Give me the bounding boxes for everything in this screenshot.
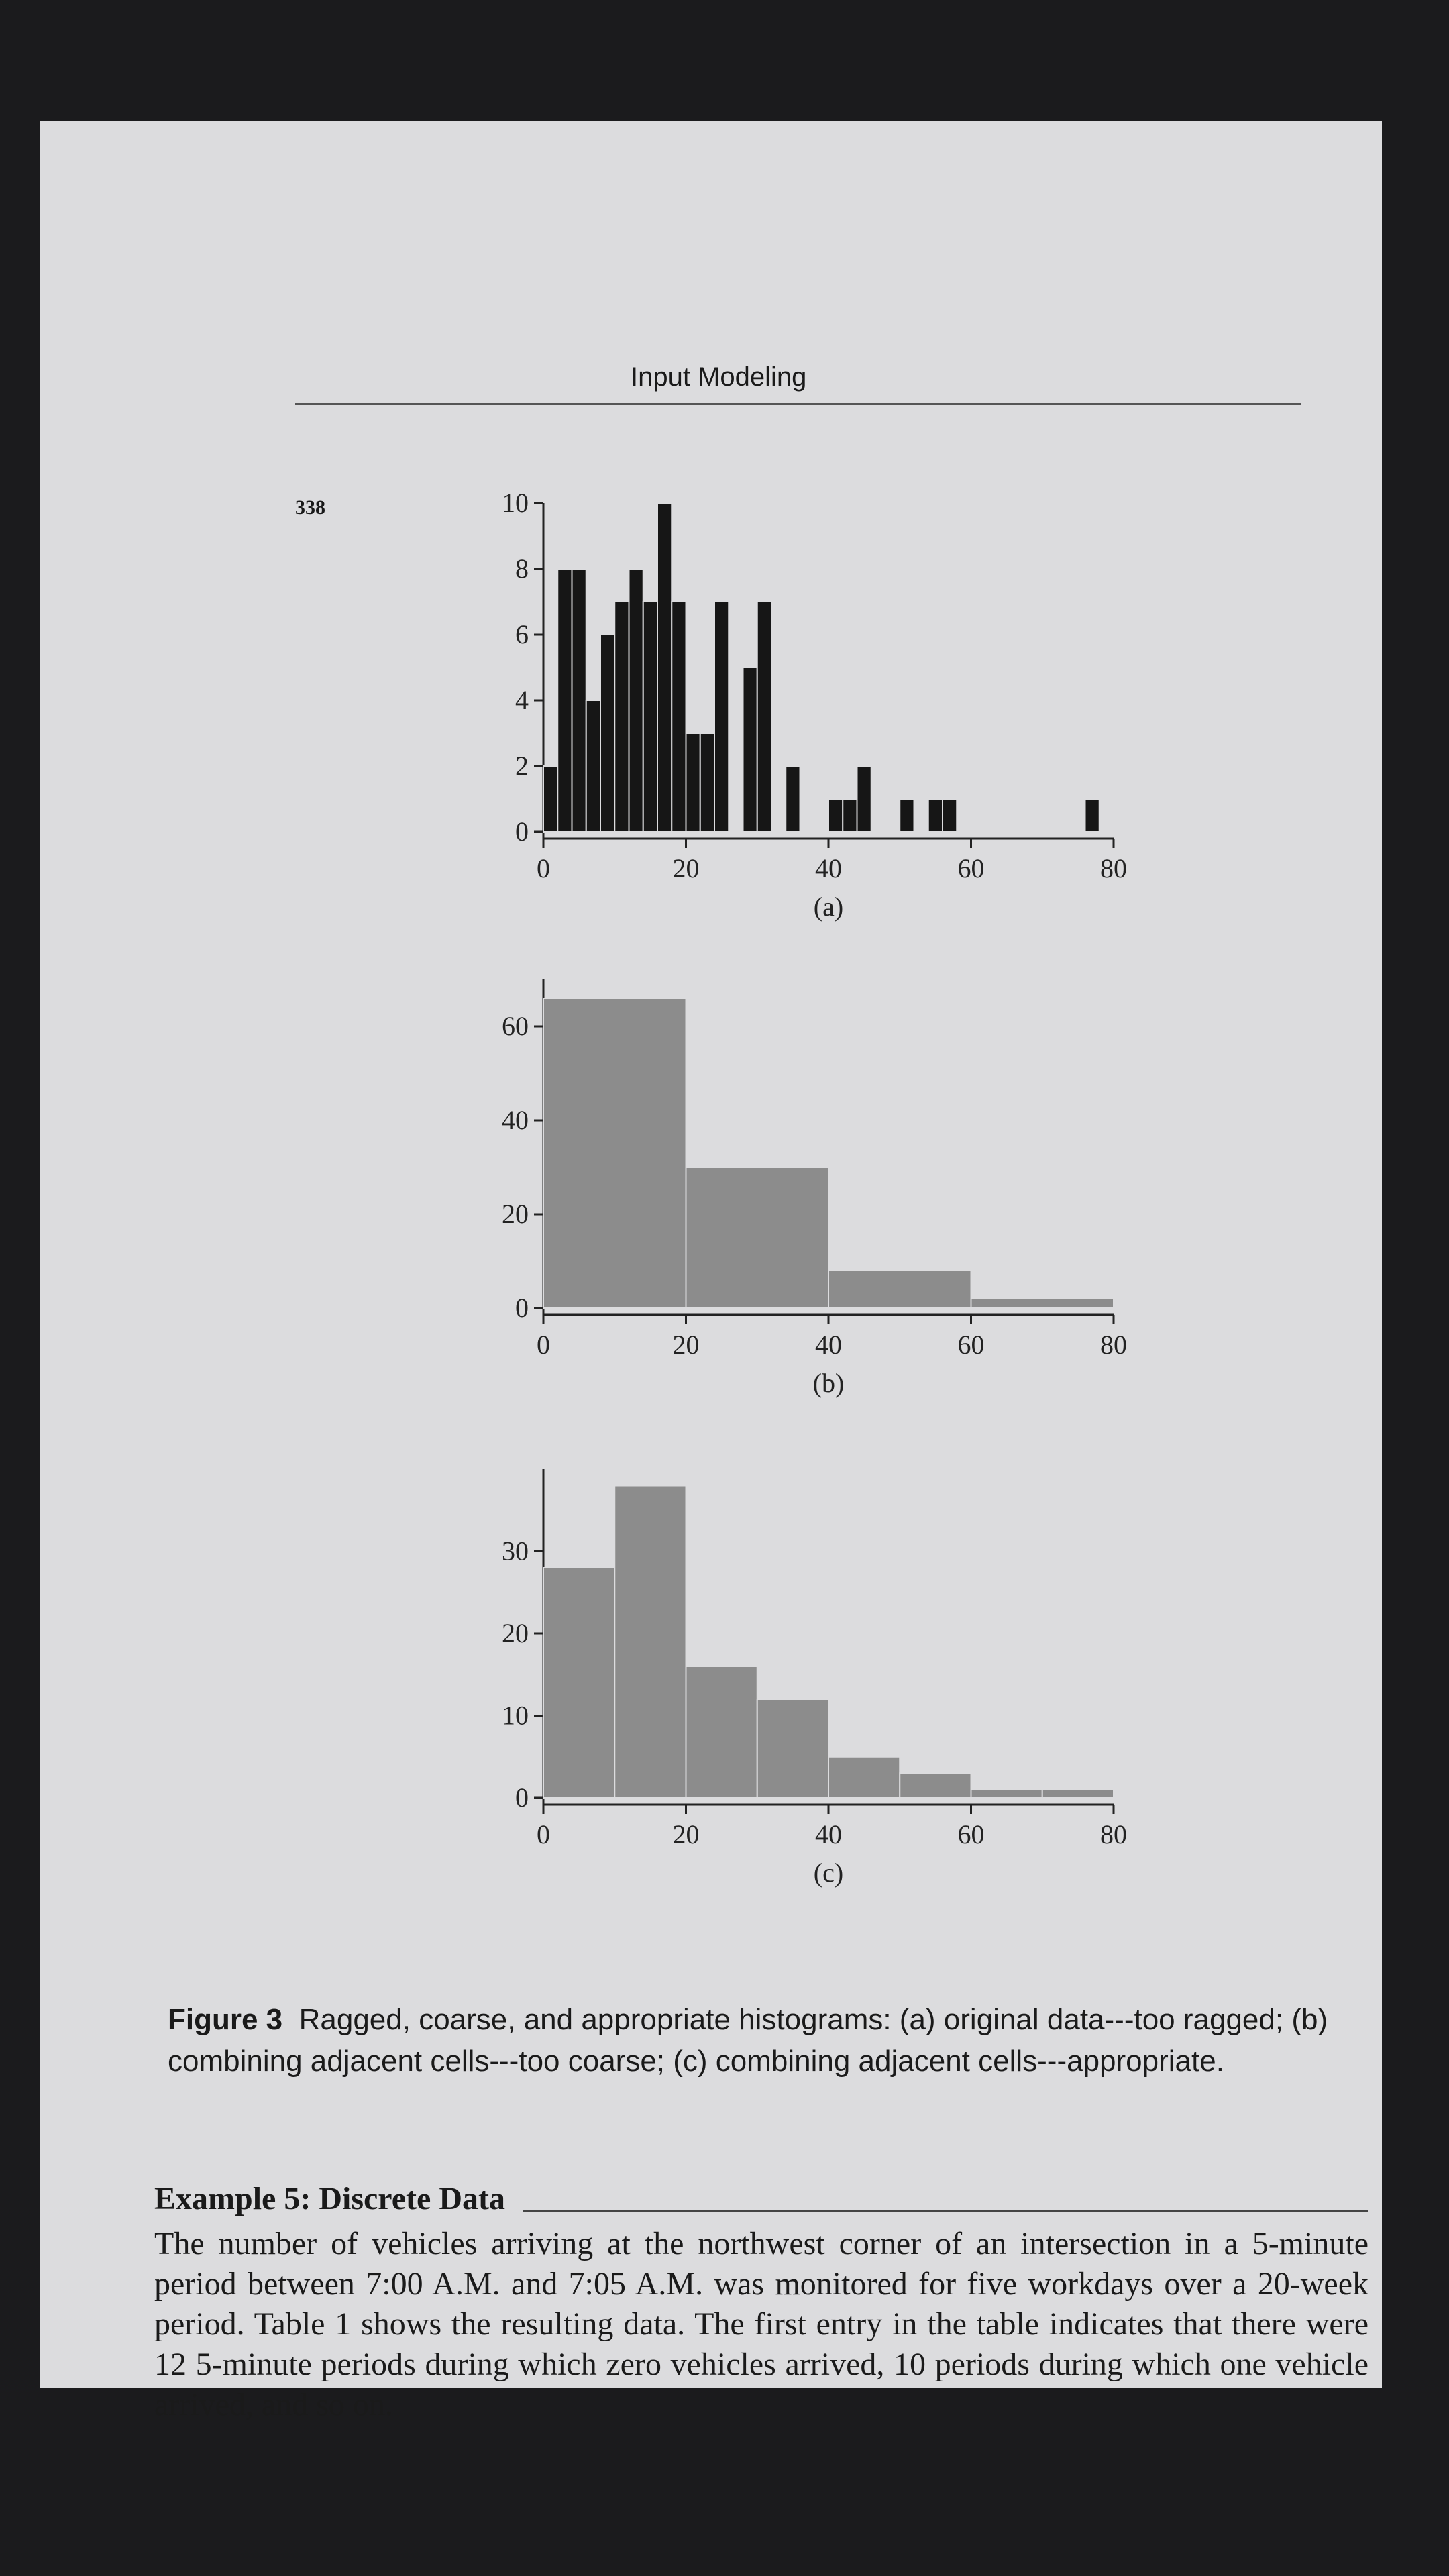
bar: [657, 502, 673, 833]
example-heading: Example 5: Discrete Data: [154, 2181, 505, 2216]
bar: [585, 700, 601, 833]
bar: [828, 1270, 972, 1309]
x-tick-label: 0: [537, 1330, 550, 1360]
y-tick-label: 20: [502, 1199, 529, 1229]
y-tick-label: 40: [502, 1105, 529, 1135]
bar: [571, 568, 587, 833]
x-tick-label: 80: [1100, 1819, 1127, 1849]
page-number: 338: [295, 496, 325, 519]
bar: [543, 765, 559, 833]
bar: [543, 1567, 616, 1799]
chart-label: (c): [814, 1858, 843, 1888]
bar: [600, 634, 616, 833]
example-body: The number of vehicles arriving at the n…: [154, 2226, 1368, 2422]
bar: [756, 601, 772, 833]
y-tick-label: 0: [515, 1293, 529, 1323]
figure-label: Figure 3: [168, 2003, 283, 2036]
x-tick-label: 0: [537, 853, 550, 883]
x-tick-label: 0: [537, 1819, 550, 1849]
y-tick-label: 60: [502, 1011, 529, 1041]
x-tick-label: 80: [1100, 853, 1127, 883]
bar: [614, 601, 630, 833]
x-tick-label: 20: [673, 853, 700, 883]
bar: [685, 1167, 829, 1309]
histogram-c: 0 10 20 30 0 20 40 60 80 (c): [502, 1469, 1127, 1888]
y-tick-label: 0: [515, 816, 529, 847]
y-tick-label: 6: [515, 619, 529, 649]
x-tick-label: 60: [958, 1819, 985, 1849]
x-tick-label: 60: [958, 1330, 985, 1360]
x-tick-label: 20: [673, 1819, 700, 1849]
x-tick-label: 40: [815, 1819, 842, 1849]
x-tick-label: 80: [1100, 1330, 1127, 1360]
bar: [1041, 1788, 1114, 1799]
histogram-b: 0 20 40 60 0 20 40 60 80 (b): [502, 979, 1127, 1398]
header-rule: [295, 402, 1301, 405]
histogram-a: 0 2 4 6 8 10 0 20 40 60 80 (a): [502, 488, 1127, 922]
figure-caption: Figure 3 Ragged, coarse, and appropriate…: [168, 1999, 1362, 2082]
chart-label: (a): [814, 892, 843, 922]
bar: [614, 1485, 687, 1799]
chart-label: (b): [813, 1368, 845, 1398]
bar: [756, 1699, 829, 1799]
bar: [1084, 798, 1100, 833]
bar: [856, 765, 872, 833]
y-tick-label: 20: [502, 1618, 529, 1648]
bar: [557, 568, 573, 833]
running-header: Input Modeling: [631, 362, 807, 392]
x-tick-label: 40: [815, 853, 842, 883]
y-tick-label: 0: [515, 1782, 529, 1813]
bar: [942, 798, 958, 833]
bar: [828, 798, 844, 833]
bar: [699, 733, 715, 833]
y-tick-label: 10: [502, 1701, 529, 1731]
bar: [899, 798, 915, 833]
bar: [785, 765, 801, 833]
y-tick-label: 2: [515, 751, 529, 781]
x-tick-label: 20: [673, 1330, 700, 1360]
bar: [842, 798, 858, 833]
bar: [927, 798, 943, 833]
bar: [642, 601, 658, 833]
heading-rule: [523, 2210, 1368, 2212]
y-tick-label: 4: [515, 685, 529, 715]
bar: [543, 998, 687, 1309]
bar: [671, 601, 687, 833]
bar: [970, 1298, 1114, 1309]
y-tick-label: 8: [515, 553, 529, 584]
y-tick-label: 30: [502, 1536, 529, 1566]
bar: [685, 733, 701, 833]
bar: [685, 1666, 758, 1799]
book-page: 338 Input Modeling 0 2 4 6 8 10 0 20 40 60 80 (a) 0…: [40, 121, 1382, 2422]
bar: [970, 1788, 1043, 1799]
y-tick-label: 10: [502, 488, 529, 518]
caption-text: Ragged, coarse, and appropriate histogra…: [168, 2003, 1328, 2078]
bar: [714, 601, 730, 833]
bar: [899, 1772, 972, 1799]
bar: [742, 667, 758, 833]
x-tick-label: 40: [815, 1330, 842, 1360]
bar: [628, 568, 644, 833]
bar: [828, 1756, 901, 1799]
x-tick-label: 60: [958, 853, 985, 883]
